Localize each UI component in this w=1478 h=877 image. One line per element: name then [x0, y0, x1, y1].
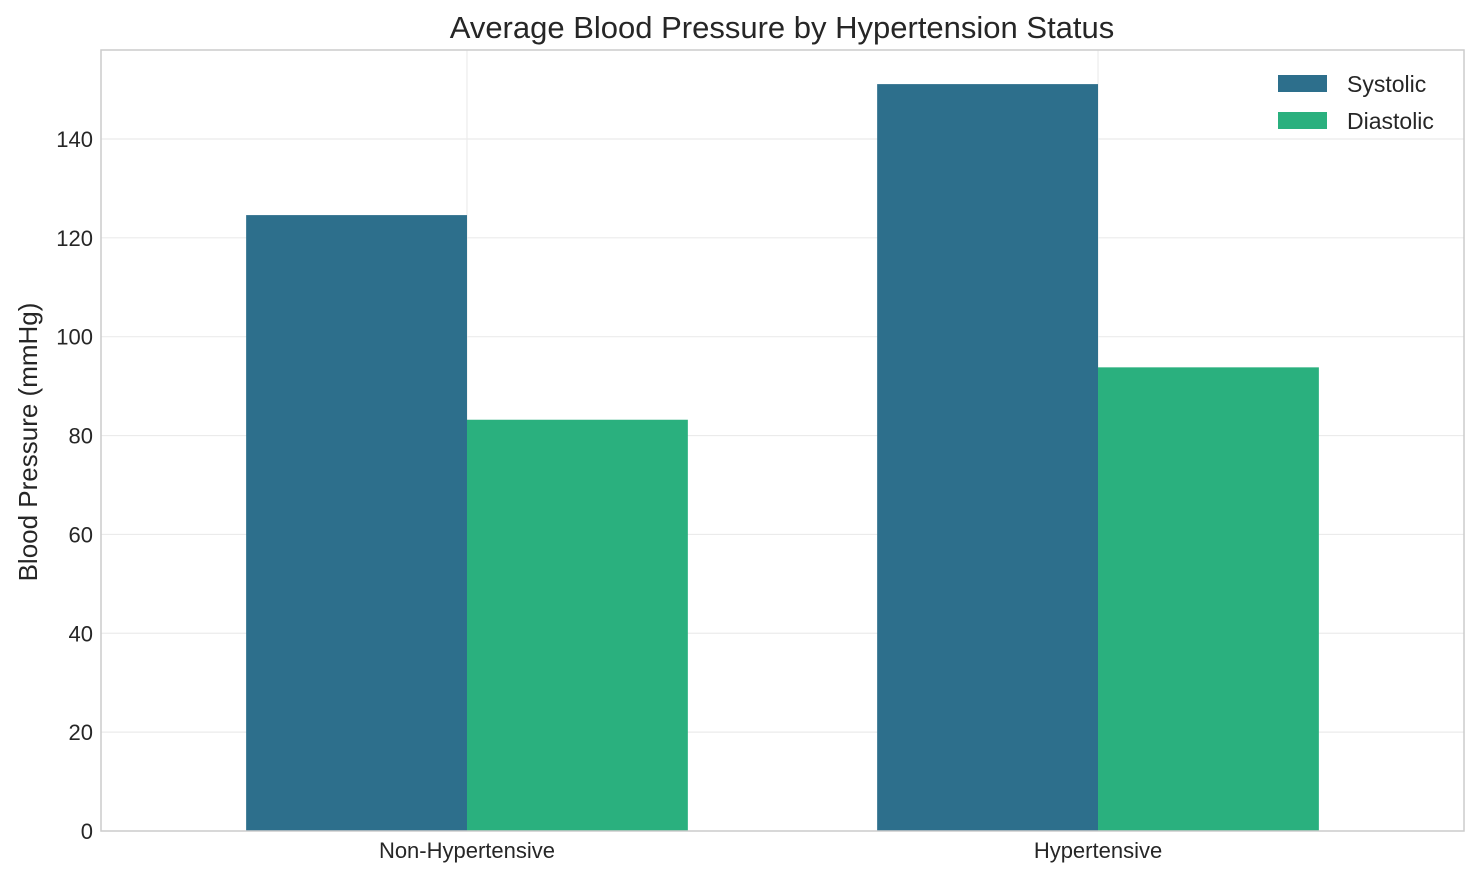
x-tick-label: Non-Hypertensive: [379, 838, 555, 863]
y-tick-label: 120: [56, 226, 93, 251]
plot-area-frame: [100, 49, 1465, 832]
tick-labels: 0 20 40 60 80 100 120 140 Non-Hypertensive Hypert…: [56, 127, 1162, 863]
y-tick-label: 0: [81, 819, 93, 844]
y-tick-label: 100: [56, 325, 93, 350]
chart-title: Average Blood Pressure by Hypertension S…: [450, 10, 1115, 45]
bar-systolic-1: [877, 84, 1099, 832]
legend-label-systolic: Systolic: [1347, 71, 1426, 97]
bar-systolic-0: [246, 215, 467, 831]
y-tick-label: 80: [69, 424, 93, 449]
y-tick-label: 140: [56, 127, 93, 152]
y-tick-label: 40: [69, 621, 93, 646]
legend-swatch-diastolic: [1278, 112, 1327, 129]
bar-diastolic-0: [466, 419, 688, 831]
y-tick-label: 20: [69, 720, 93, 745]
x-tick-label: Hypertensive: [1034, 838, 1162, 863]
bars: [246, 84, 1319, 832]
legend: Systolic Diastolic: [1278, 71, 1434, 134]
y-tick-label: 60: [69, 522, 93, 547]
y-axis-label: Blood Pressure (mmHg): [13, 303, 43, 582]
legend-label-diastolic: Diastolic: [1347, 108, 1434, 134]
bar-diastolic-1: [1098, 367, 1319, 831]
legend-swatch-systolic: [1278, 75, 1327, 92]
